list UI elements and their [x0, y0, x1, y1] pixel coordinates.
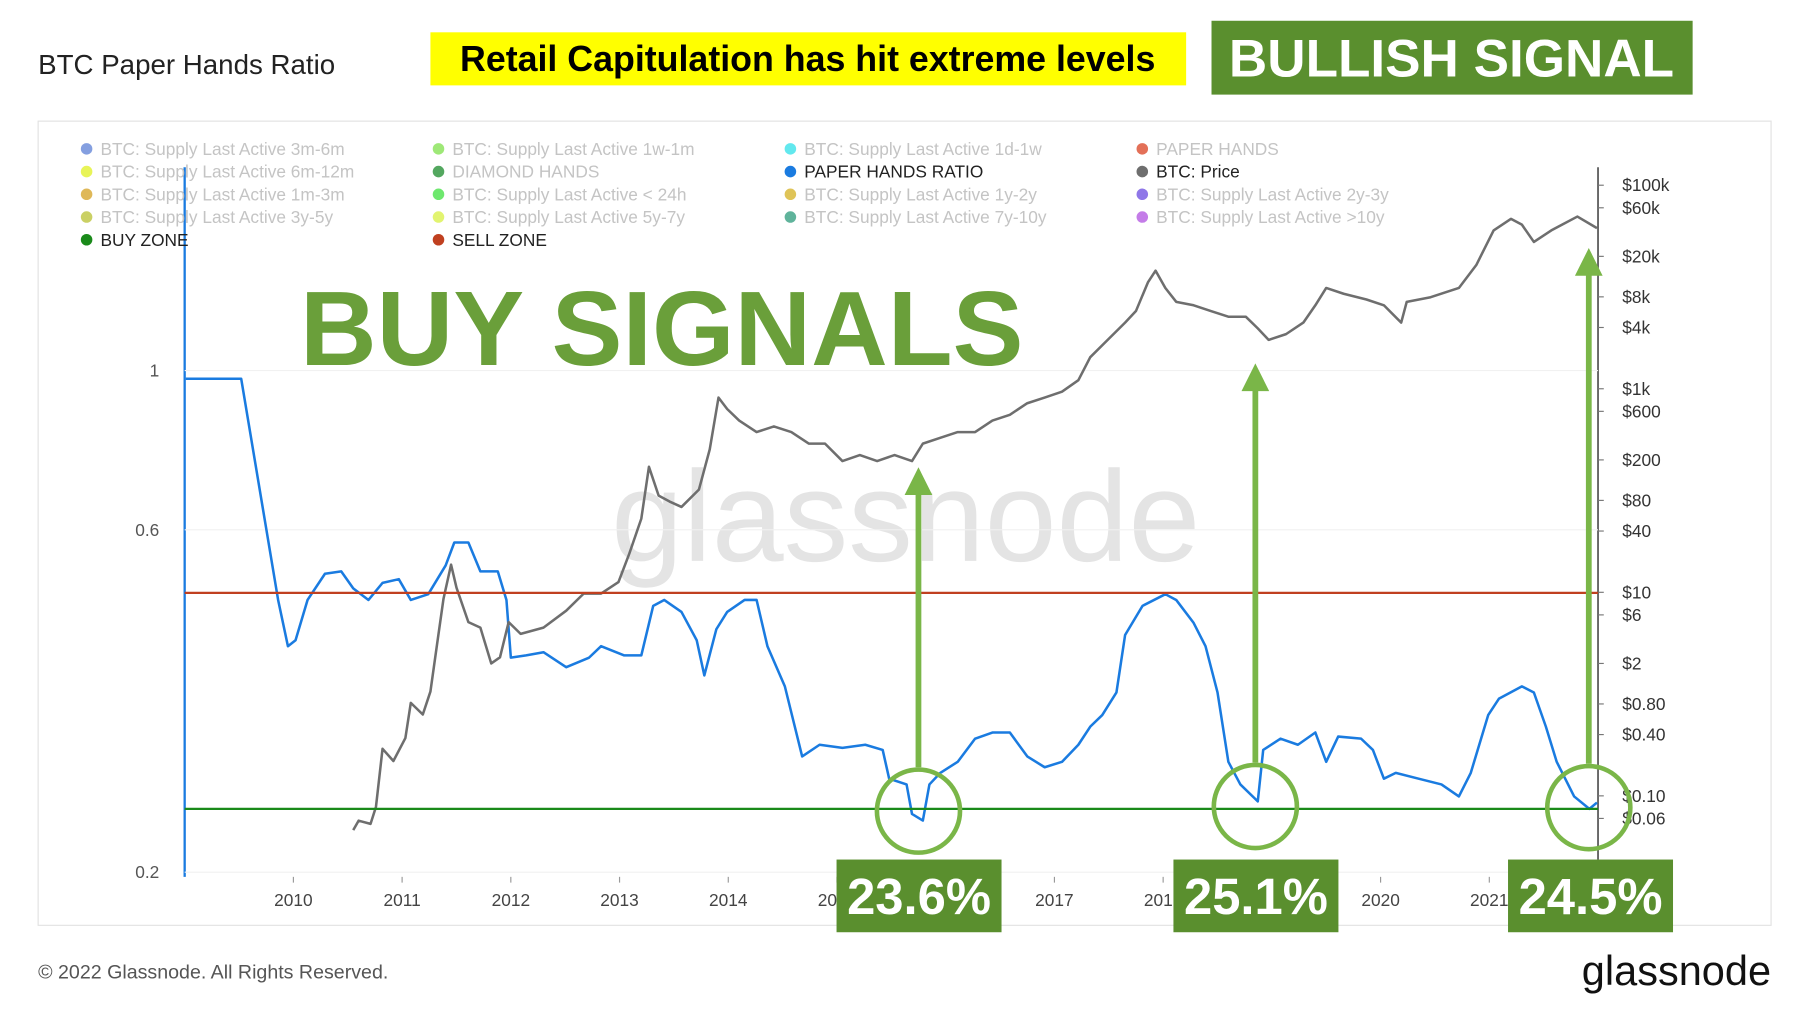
- x-tick-label: 2020: [1361, 890, 1399, 910]
- legend-marker: [1136, 188, 1149, 201]
- legend-marker: [784, 188, 797, 201]
- callout-arrowhead: [1241, 363, 1270, 392]
- legend-marker: [80, 165, 93, 178]
- y2-tick-label: $200: [1622, 450, 1660, 470]
- legend-marker: [1136, 143, 1149, 155]
- y-tick-label: 0.6: [135, 520, 159, 540]
- x-tick-label: 2017: [1035, 890, 1073, 910]
- y2-tick-label: $10: [1622, 582, 1651, 602]
- y-tick-label: 1: [150, 361, 160, 381]
- legend-label: BTC: Supply Last Active 1m-3m: [100, 184, 344, 204]
- y2-tick-label: $0.06: [1622, 808, 1665, 828]
- legend-label: SELL ZONE: [452, 230, 547, 250]
- legend-label: BTC: Supply Last Active 7y-10y: [804, 207, 1047, 227]
- legend-marker: [432, 233, 445, 246]
- y-tick-label: 0.2: [135, 862, 159, 882]
- legend-marker: [432, 165, 445, 178]
- y2-tick-label: $20k: [1622, 246, 1660, 266]
- legend-label: BTC: Supply Last Active 1w-1m: [452, 139, 694, 159]
- callout-box: [836, 859, 1002, 933]
- legend-label: PAPER HANDS RATIO: [804, 162, 983, 182]
- callout-arrowhead: [1574, 248, 1603, 276]
- legend-marker: [432, 211, 445, 223]
- x-tick-label: 2014: [709, 890, 748, 910]
- y2-tick-label: $40: [1622, 521, 1651, 541]
- series-line: [185, 377, 1598, 822]
- y2-tick-label: $4k: [1622, 317, 1650, 337]
- legend-label: BTC: Supply Last Active < 24h: [452, 184, 686, 204]
- callout-ring: [1211, 762, 1300, 851]
- y2-tick-label: $0.80: [1622, 694, 1665, 714]
- badge: BULLISH SIGNAL: [1229, 29, 1674, 88]
- legend-marker: [80, 233, 93, 246]
- legend-marker: [1136, 165, 1149, 178]
- watermark: glassnode: [611, 445, 1200, 589]
- x-tick-label: 2018: [1144, 890, 1182, 910]
- legend-label: DIAMOND HANDS: [452, 162, 599, 182]
- callout-label: 24.5%: [1519, 868, 1663, 925]
- legend-label: BTC: Supply Last Active 3y-5y: [100, 207, 333, 227]
- chart-title: BTC Paper Hands Ratio: [38, 49, 335, 80]
- badge-box: [1211, 20, 1693, 95]
- x-tick-label: 2012: [492, 890, 530, 910]
- callout-box: [1173, 859, 1339, 933]
- legend-marker: [432, 188, 445, 201]
- headline: Retail Capitulation has hit extreme leve…: [460, 39, 1155, 79]
- legend-marker: [784, 211, 797, 223]
- legend-label: BTC: Price: [1156, 162, 1240, 182]
- x-tick-label: 2021: [1470, 890, 1508, 910]
- logo: glassnode: [1582, 947, 1771, 994]
- y2-tick-label: $60k: [1622, 198, 1660, 218]
- x-tick-label: 2010: [274, 890, 312, 910]
- headline-box: [430, 32, 1187, 86]
- y2-tick-label: $100k: [1622, 175, 1669, 195]
- legend-marker: [784, 143, 797, 155]
- legend-label: BUY ZONE: [100, 230, 188, 250]
- legend-label: BTC: Supply Last Active 1d-1w: [804, 139, 1042, 159]
- callout-label: 25.1%: [1184, 868, 1328, 925]
- callout-ring: [874, 767, 963, 855]
- legend-label: BTC: Supply Last Active 1y-2y: [804, 184, 1037, 204]
- y2-tick-label: $600: [1622, 401, 1660, 421]
- y2-tick-label: $8k: [1622, 287, 1650, 307]
- legend-marker: [80, 143, 93, 155]
- legend-label: BTC: Supply Last Active 3m-6m: [100, 139, 344, 159]
- legend-marker: [784, 165, 797, 178]
- y2-tick-label: $0.40: [1622, 725, 1665, 745]
- y2-tick-label: $6: [1622, 605, 1641, 625]
- series-line: [352, 215, 1598, 831]
- callout-label: 23.6%: [847, 868, 991, 925]
- callout-ring: [1544, 763, 1633, 852]
- annotation: BUY SIGNALS: [300, 270, 1023, 388]
- legend-label: BTC: Supply Last Active 6m-12m: [100, 162, 354, 182]
- legend-marker: [432, 143, 445, 155]
- legend-marker: [1136, 211, 1149, 223]
- y2-tick-label: $0.10: [1622, 786, 1665, 806]
- y2-tick-label: $80: [1622, 490, 1651, 510]
- x-tick-label: 2011: [384, 890, 421, 910]
- legend-label: BTC: Supply Last Active >10y: [1156, 207, 1385, 227]
- callout-arrowhead: [904, 467, 933, 495]
- legend-marker: [80, 211, 93, 223]
- footer: © 2022 Glassnode. All Rights Reserved.: [38, 962, 388, 984]
- callout-box: [1508, 859, 1674, 933]
- plot: 0.2 0.6 1 $100k $60k $20k $8k $4k $1k$600 $200 $80…: [80, 139, 1670, 910]
- legend-label: PAPER HANDS: [1156, 139, 1279, 159]
- y2-tick-label: $1k: [1622, 379, 1650, 399]
- legend-marker: [80, 188, 93, 201]
- x-tick-label: 2013: [600, 890, 638, 910]
- legend-label: BTC: Supply Last Active 5y-7y: [452, 207, 685, 227]
- y2-tick-label: $2: [1622, 653, 1641, 673]
- legend-label: BTC: Supply Last Active 2y-3y: [1156, 184, 1389, 204]
